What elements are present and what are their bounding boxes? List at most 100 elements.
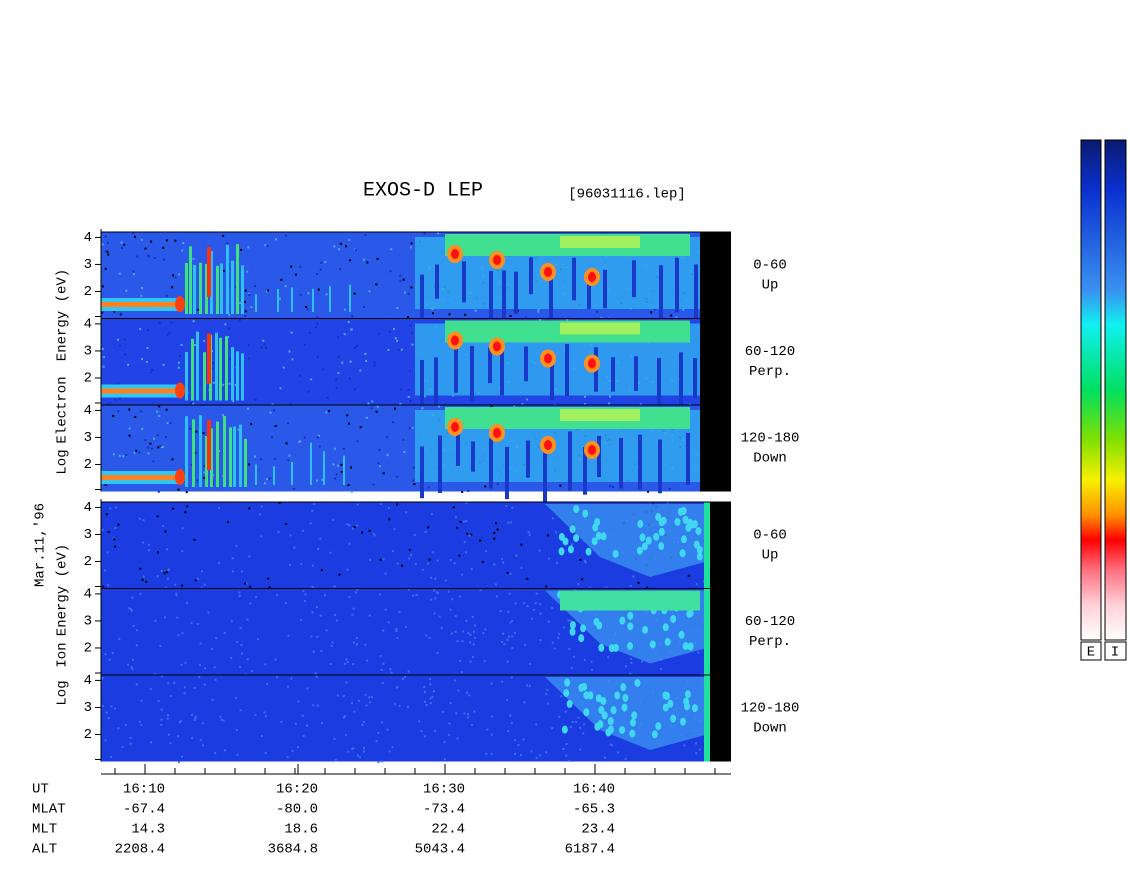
speckle [495,522,498,525]
speckle [557,636,560,639]
speckle [347,422,350,425]
speckle [156,515,159,518]
speckle [255,595,258,598]
speckle [194,343,197,346]
speckle [211,367,214,370]
blob [607,717,614,726]
speckle [341,361,344,364]
speckle [495,595,498,598]
speckle [239,709,242,712]
speckle [485,550,488,553]
speckle [132,273,135,276]
speckle [378,449,381,452]
speckle [402,438,405,441]
no-data [700,232,731,319]
speckle [294,273,297,276]
speckle [429,683,432,686]
speckle [415,594,418,597]
speckle [169,694,172,697]
speckle [375,283,378,286]
speckle [390,671,393,674]
speckle [141,358,144,361]
y-tick-label: 2 [84,284,92,300]
dark-streak [526,440,530,478]
speckle [347,484,350,487]
speckle [567,759,570,762]
speckle [177,361,180,364]
speckle [184,511,187,514]
speckle [530,750,533,753]
speckle [479,589,482,592]
panel-angle: 120-180 [741,431,800,447]
speckle [506,638,509,641]
streak [207,333,211,384]
speckle [236,753,239,756]
speckle [470,533,473,536]
blob [619,616,626,625]
speckle [131,596,134,599]
speckle [391,746,394,749]
dark-streak [572,257,576,301]
speckle [305,305,308,308]
speckle [198,664,201,667]
speckle [539,639,542,642]
spectrogram-panel [101,232,731,327]
speckle [424,530,427,533]
speckle [511,619,514,622]
speckle [202,744,205,747]
speckle [301,714,304,717]
speckle [500,557,503,560]
speckle [198,676,201,679]
speckle [118,454,121,457]
speckle [335,473,338,476]
speckle [228,327,231,330]
speckle [629,585,632,588]
streak [196,331,199,401]
speckle [311,509,314,512]
speckle [105,711,108,714]
speckle [315,479,318,482]
blob [642,625,649,634]
speckle [566,319,569,322]
speckle [254,285,257,288]
speckle [507,521,510,524]
speckle [181,550,184,553]
speckle [303,600,306,603]
speckle [145,580,148,583]
speckle [380,760,383,763]
speckle [368,290,371,293]
speckle [539,318,542,321]
speckle [324,261,327,264]
band [101,302,176,307]
speckle [222,414,225,417]
dark-streak [420,359,424,418]
speckle [177,761,180,764]
speckle [254,713,257,716]
spectrogram-panel [101,318,731,418]
speckle [112,453,115,456]
speckle [140,723,143,726]
speckle [632,575,635,578]
info-value: 6187.4 [565,842,615,858]
dark-streak [638,434,642,490]
speckle [526,577,529,580]
speckle [427,486,430,489]
speckle [306,724,309,727]
speckle [211,350,214,353]
blob [580,624,587,633]
speckle [169,422,172,425]
edge [704,588,710,675]
speckle [403,675,406,678]
speckle [183,686,186,689]
dark-streak [470,345,474,401]
speckle [162,246,165,249]
speckle [177,735,180,738]
speckle [521,403,524,406]
speckle [160,718,163,721]
speckle [427,526,430,529]
speckle [160,446,163,449]
speckle [466,532,469,535]
speckle [402,678,405,681]
speckle [363,305,366,308]
